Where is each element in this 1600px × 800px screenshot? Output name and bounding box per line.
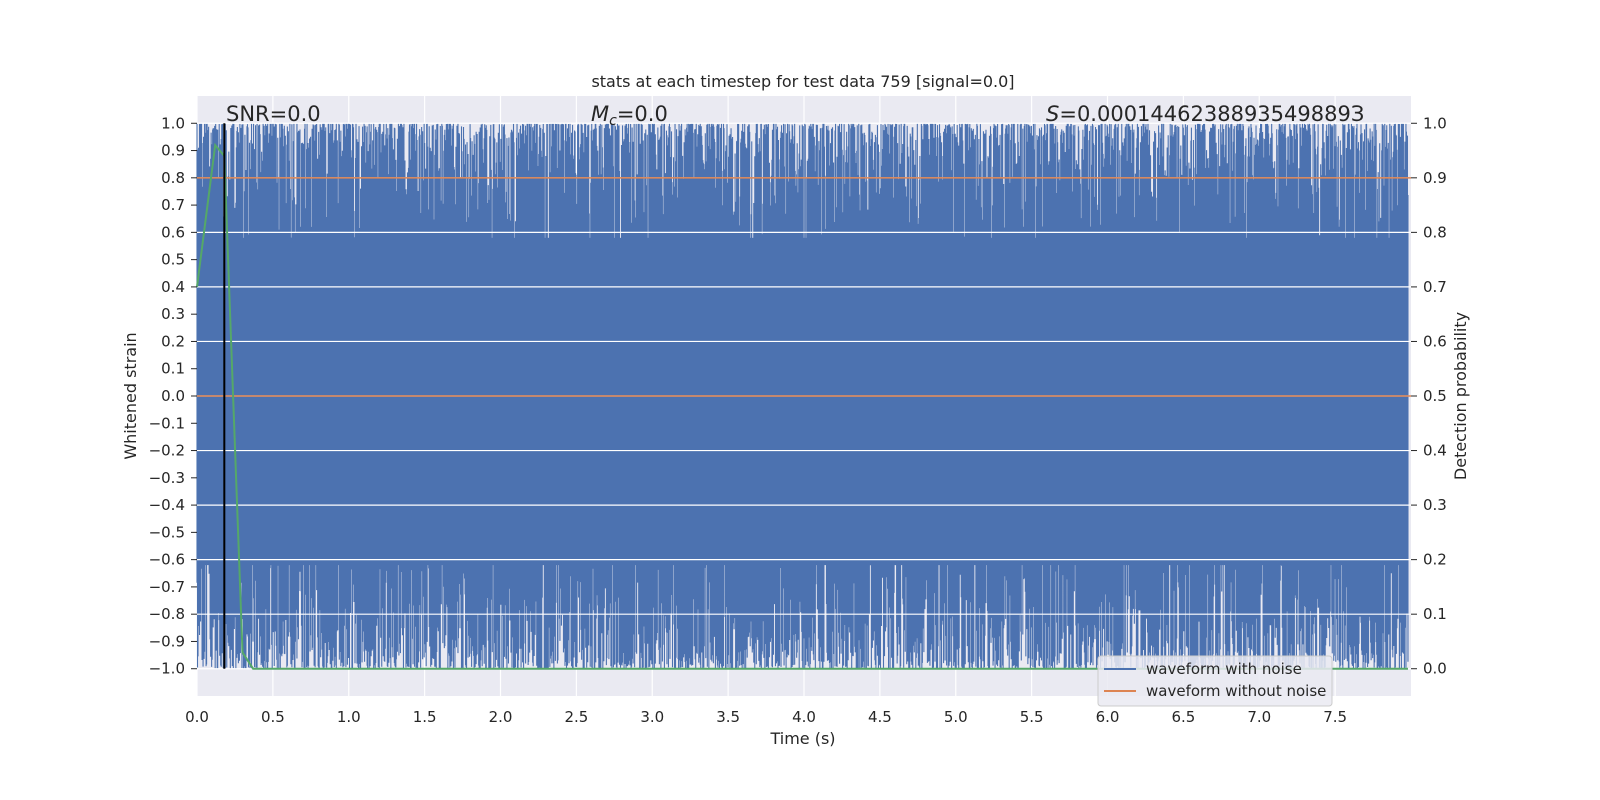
y-tick-label: 0.9	[161, 142, 185, 160]
x-tick-label: 4.5	[868, 708, 892, 726]
s-symbol: S	[1046, 102, 1059, 126]
legend-box	[1097, 655, 1333, 707]
y-tick-label: 1.0	[161, 114, 185, 132]
x-axis-label: Time (s)	[769, 729, 835, 748]
y-tick-label: 0.6	[161, 223, 185, 241]
y-right-tick-label: 0.6	[1423, 332, 1447, 350]
detection-probability-line	[196, 142, 1408, 670]
y-right-tick-label: 0.3	[1423, 496, 1447, 514]
x-tick-label: 4.0	[792, 708, 816, 726]
y-tick-label: 0.1	[161, 360, 185, 378]
x-tick-label: 2.0	[489, 708, 513, 726]
y-tick-label: −0.5	[149, 523, 185, 541]
y-right-tick-label: 0.2	[1423, 551, 1447, 569]
x-ticks: 0.0 0.5 1.0 1.5 2.0 2.5 3.0 3.5 4.0 4.5 5.0 5.5 6.0 6…	[185, 708, 1347, 726]
legend-label-noise: waveform with noise	[1146, 660, 1302, 678]
x-tick-label: 7.5	[1323, 708, 1347, 726]
noise-band	[197, 237, 1408, 566]
y-ticks: 1.0 0.9 0.8 0.7 0.6 0.5 0.4 0.3 0.2 0.1 0.0 −0.1 −0.…	[149, 114, 197, 678]
y-right-tick-label: 0.7	[1423, 278, 1447, 296]
legend: waveform with noise waveform without noi…	[1097, 655, 1333, 707]
x-tick-label: 1.5	[413, 708, 437, 726]
y-tick-label: −0.4	[149, 496, 185, 514]
x-tick-label: 0.5	[261, 708, 285, 726]
x-tick-label: 5.5	[1020, 708, 1044, 726]
x-tick-label: 1.0	[337, 708, 361, 726]
x-tick-label: 3.5	[716, 708, 740, 726]
x-tick-label: 5.0	[944, 708, 968, 726]
y-tick-label: 0.2	[161, 332, 185, 350]
x-tick-label: 2.5	[564, 708, 588, 726]
y-tick-label: 0.3	[161, 305, 185, 323]
y-right-tick-label: 0.9	[1423, 169, 1447, 187]
y-right-tick-label: 0.8	[1423, 223, 1447, 241]
y-tick-label: −0.7	[149, 578, 185, 596]
x-tick-label: 0.0	[185, 708, 209, 726]
chart-title: stats at each timestep for test data 759…	[591, 72, 1014, 91]
y-right-tick-label: 0.0	[1423, 660, 1447, 678]
y-tick-label: 0.4	[161, 278, 185, 296]
chirp-mass-value: =0.0	[617, 102, 668, 126]
y-right-tick-label: 1.0	[1423, 114, 1447, 132]
y-right-tick-label: 0.4	[1423, 442, 1447, 460]
y-ticks-right: 1.0 0.9 0.8 0.7 0.6 0.5 0.4 0.3 0.2 0.1 0.0	[1411, 114, 1447, 678]
s-value: =0.0001446238893549889З	[1059, 102, 1364, 126]
y-tick-label: −0.1	[149, 414, 185, 432]
y-right-tick-label: 0.5	[1423, 387, 1447, 405]
chirp-mass-subscript: c	[609, 113, 617, 129]
y-tick-label: −0.8	[149, 605, 185, 623]
y-tick-label: −0.2	[149, 442, 185, 460]
chirp-mass-annotation: Mc=0.0	[591, 102, 668, 129]
y-axis-right-label: Detection probability	[1451, 312, 1470, 480]
s-annotation: S=0.0001446238893549889З	[1046, 102, 1364, 126]
x-tick-label: 6.0	[1096, 708, 1120, 726]
y-axis-label: Whitened strain	[121, 332, 140, 459]
y-tick-label: 0.0	[161, 387, 185, 405]
x-tick-label: 7.0	[1247, 708, 1271, 726]
chirp-mass-symbol: M	[591, 102, 609, 126]
y-right-tick-label: 0.1	[1423, 605, 1447, 623]
y-tick-label: −0.9	[149, 632, 185, 650]
snr-annotation: SNR=0.0	[226, 102, 321, 126]
x-tick-label: 6.5	[1171, 708, 1195, 726]
x-tick-label: 3.0	[640, 708, 664, 726]
legend-label-clean: waveform without noise	[1146, 682, 1326, 700]
y-tick-label: 0.8	[161, 169, 185, 187]
y-tick-label: 0.5	[161, 251, 185, 269]
waveform-with-noise-line	[196, 123, 1409, 669]
y-tick-label: 0.7	[161, 196, 185, 214]
y-tick-label: −1.0	[149, 660, 185, 678]
y-tick-label: −0.3	[149, 469, 185, 487]
y-tick-label: −0.6	[149, 551, 185, 569]
